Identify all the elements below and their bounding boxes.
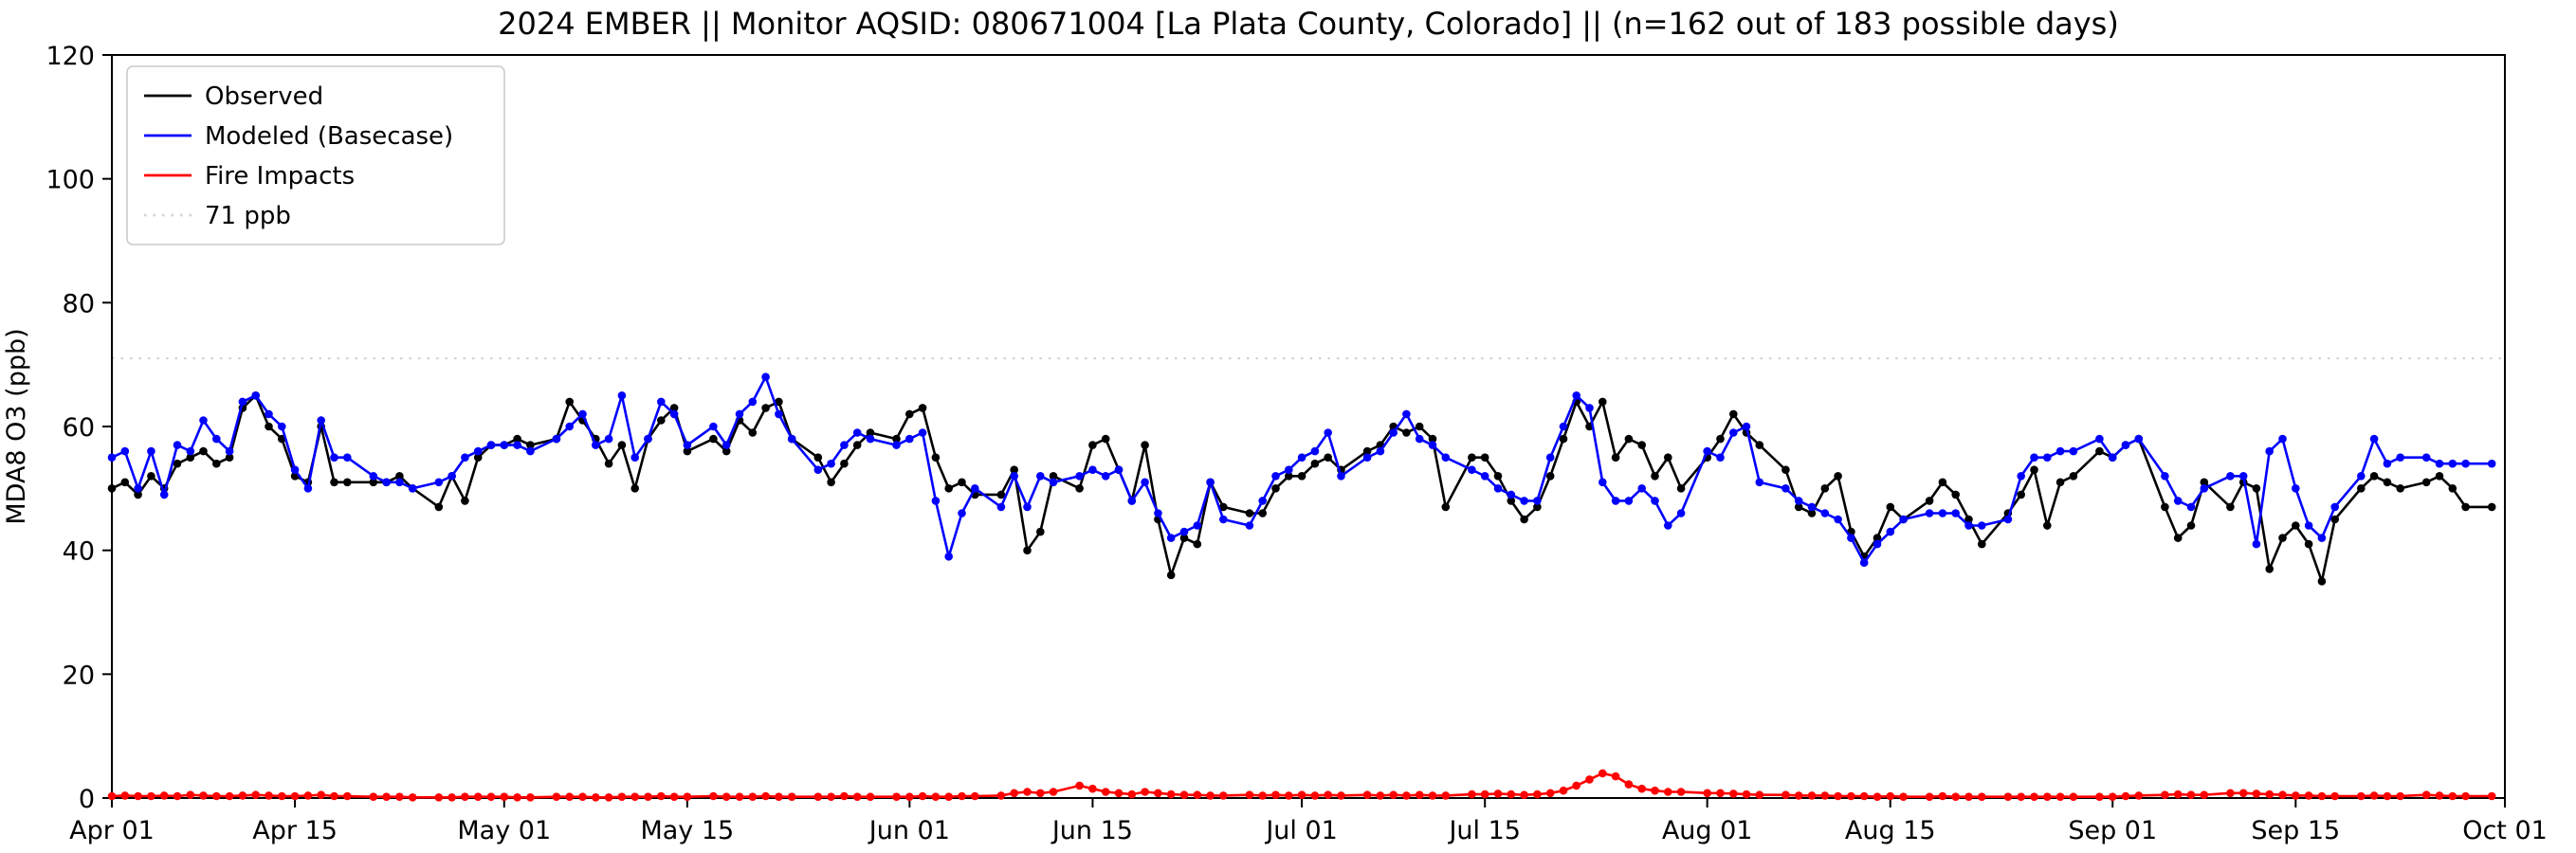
- x-tick-label: Jul 15: [1447, 816, 1521, 845]
- y-tick-label: 20: [63, 661, 95, 690]
- y-tick-label: 80: [63, 289, 95, 318]
- x-tick-label: May 01: [457, 816, 551, 845]
- y-tick-label: 60: [63, 413, 95, 443]
- fire-impacts-series: [107, 769, 2496, 802]
- legend-label-71-ppb: 71 ppb: [205, 202, 291, 230]
- modeled-basecase-series: [107, 372, 2496, 567]
- legend-label-observed: Observed: [205, 82, 323, 111]
- x-tick-label: May 15: [640, 816, 734, 845]
- x-tick-label: Oct 01: [2462, 816, 2548, 845]
- x-tick-label: Aug 15: [1845, 816, 1936, 845]
- legend-box: [126, 65, 505, 245]
- plot-layers: 0 20 40 60 80 100 120 Apr 01 Apr 15 May 01 May 15 J…: [46, 42, 2547, 845]
- y-axis: 0 20 40 60 80 100 120: [46, 42, 112, 814]
- x-tick-label: Sep 01: [2068, 816, 2157, 845]
- x-tick-label: Jul 01: [1264, 816, 1338, 845]
- legend-label-modeled-basecase: Modeled (Basecase): [205, 122, 453, 151]
- chart-title: 2024 EMBER || Monitor AQSID: 080671004 […: [498, 6, 2119, 42]
- x-tick-label: Jun 01: [868, 816, 950, 845]
- y-tick-label: 100: [46, 166, 95, 195]
- x-tick-label: Apr 15: [252, 816, 338, 845]
- x-tick-label: Jun 15: [1050, 816, 1133, 845]
- legend-label-fire-impacts: Fire Impacts: [205, 162, 355, 191]
- y-axis-label: MDA8 O3 (ppb): [2, 328, 31, 524]
- y-tick-label: 120: [46, 42, 95, 71]
- x-tick-label: Sep 15: [2251, 816, 2340, 845]
- x-tick-label: Aug 01: [1662, 816, 1753, 845]
- x-axis: Apr 01 Apr 15 May 01 May 15 Jun 01 Jun 15 Jul …: [69, 798, 2548, 845]
- fire-impacts-markers: [107, 769, 2496, 802]
- modeled-basecase-markers: [107, 372, 2496, 567]
- observed-markers: [107, 391, 2496, 586]
- observed-series: [107, 391, 2496, 587]
- y-tick-label: 40: [63, 537, 95, 567]
- x-tick-label: Apr 01: [69, 816, 155, 845]
- legend: Observed Modeled (Basecase) Fire Impacts 71…: [126, 65, 505, 245]
- y-tick-label: 0: [79, 785, 95, 814]
